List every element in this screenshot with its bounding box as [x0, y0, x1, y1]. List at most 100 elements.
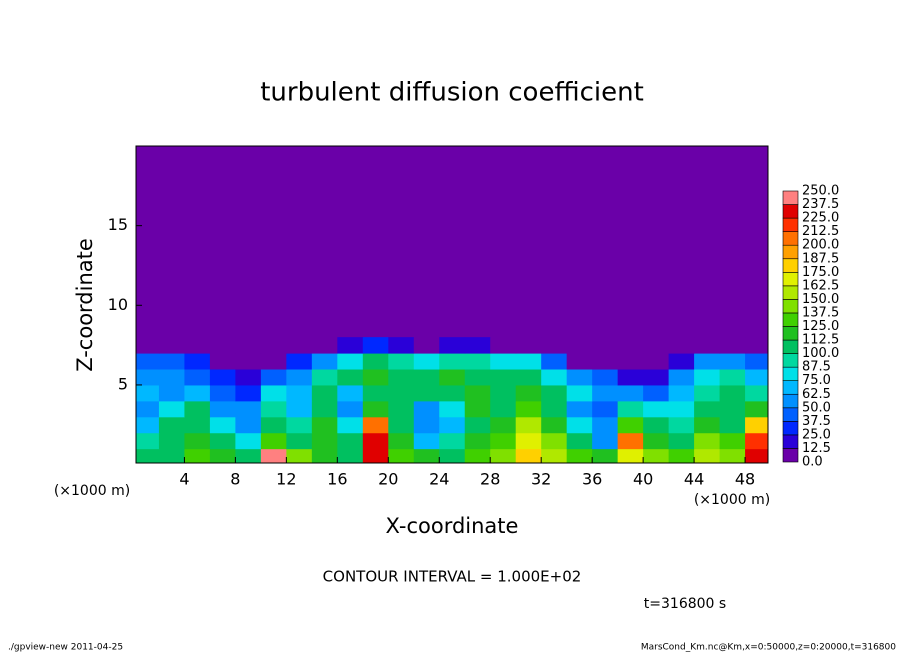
colorbar-box — [782, 434, 799, 449]
field-cell — [566, 448, 593, 464]
field-cell — [592, 384, 619, 402]
field-cell — [668, 448, 695, 464]
colorbar-label: 50.0 — [802, 400, 831, 415]
field-cell — [694, 432, 721, 450]
field-cell — [592, 353, 619, 370]
x-tick-label: 48 — [735, 470, 755, 489]
field-cell — [184, 448, 211, 464]
y-axis-label: Z-coordinate — [73, 238, 97, 372]
field-cell — [136, 337, 160, 354]
field-cell — [184, 353, 211, 370]
y-tick-label: 15 — [108, 215, 128, 234]
field-cell — [235, 416, 262, 434]
field-cell — [184, 400, 211, 418]
field-cell — [413, 400, 440, 418]
field-cell — [158, 337, 185, 354]
chart-title: turbulent diffusion coefficient — [260, 78, 644, 108]
field-cell — [413, 337, 440, 354]
field-cell — [311, 384, 338, 402]
field-cell — [745, 337, 769, 354]
field-cell — [136, 384, 160, 402]
field-cell — [592, 432, 619, 450]
field-cell — [719, 400, 746, 418]
field-cell — [643, 369, 670, 386]
field-cell — [541, 432, 568, 450]
field-cell — [719, 416, 746, 434]
field-cell — [745, 416, 769, 434]
field-cell — [566, 384, 593, 402]
field-cell — [464, 400, 491, 418]
field-cell — [719, 369, 746, 386]
field-cell — [362, 369, 389, 386]
field-cell — [592, 400, 619, 418]
colorbar-label: 62.5 — [802, 387, 831, 402]
field-cell — [592, 337, 619, 354]
field-cell — [490, 337, 517, 354]
field-cell — [184, 369, 211, 386]
field-cell — [745, 432, 769, 450]
field-cell — [541, 448, 568, 464]
field-cell — [286, 400, 313, 418]
colorbar-box — [782, 366, 799, 381]
x-tick-label: 16 — [327, 470, 347, 489]
x-tick-label: 8 — [230, 470, 240, 489]
field-cell — [209, 432, 236, 450]
field-cell — [362, 337, 389, 354]
time-label: t=316800 s — [644, 596, 726, 612]
field-cell — [617, 400, 644, 418]
field-cell — [184, 337, 211, 354]
field-cell — [362, 448, 389, 464]
field-cell — [209, 353, 236, 370]
field-cell — [668, 384, 695, 402]
field-cell — [235, 384, 262, 402]
y-tick-label: 10 — [108, 295, 128, 314]
colorbar-label: 162.5 — [802, 278, 839, 293]
colorbar-box — [782, 407, 799, 422]
field-cell — [235, 337, 262, 354]
colorbar-box — [782, 339, 799, 354]
colorbar-box — [782, 231, 799, 246]
field-cell — [362, 416, 389, 434]
x-tick-label: 28 — [480, 470, 500, 489]
field-cell — [668, 416, 695, 434]
x-tick-label: 36 — [582, 470, 602, 489]
field-cell — [490, 369, 517, 386]
colorbar-box — [782, 421, 799, 436]
field-cell — [515, 400, 542, 418]
colorbar-box — [782, 271, 799, 287]
field-cell — [439, 432, 466, 450]
field-cell — [668, 369, 695, 386]
field-cell — [464, 369, 491, 386]
field-cell — [337, 400, 364, 418]
field-cell — [668, 400, 695, 418]
field-cell — [286, 369, 313, 386]
field-cell — [439, 400, 466, 418]
field-cell — [439, 369, 466, 386]
field-cell — [337, 353, 364, 370]
field-cell — [337, 416, 364, 434]
field-cell — [745, 369, 769, 386]
field-cell — [694, 369, 721, 386]
field-cell — [592, 369, 619, 386]
x-tick-label: 12 — [276, 470, 296, 489]
x-unit: (×1000 m) — [694, 492, 770, 508]
colorbar-box — [782, 312, 799, 327]
field-cell — [643, 448, 670, 464]
footer-left: ./gpview-new 2011-04-25 — [8, 643, 123, 653]
field-cell — [464, 353, 491, 370]
colorbar-label: 137.5 — [802, 305, 839, 320]
field-cell — [158, 416, 185, 434]
field-cell — [490, 448, 517, 464]
field-cell — [541, 353, 568, 370]
field-cell — [260, 432, 287, 450]
field-cell — [745, 384, 769, 402]
footer-right: MarsCond_Km.nc@Km,x=0:50000,z=0:20000,t=… — [641, 643, 896, 653]
colorbar-label: 200.0 — [802, 238, 839, 253]
field-cell — [745, 448, 769, 464]
field-cell — [668, 432, 695, 450]
field-cell — [286, 353, 313, 370]
field-cell — [617, 353, 644, 370]
colorbar-box — [782, 448, 799, 463]
field-cell — [209, 400, 236, 418]
field-cell — [617, 337, 644, 354]
